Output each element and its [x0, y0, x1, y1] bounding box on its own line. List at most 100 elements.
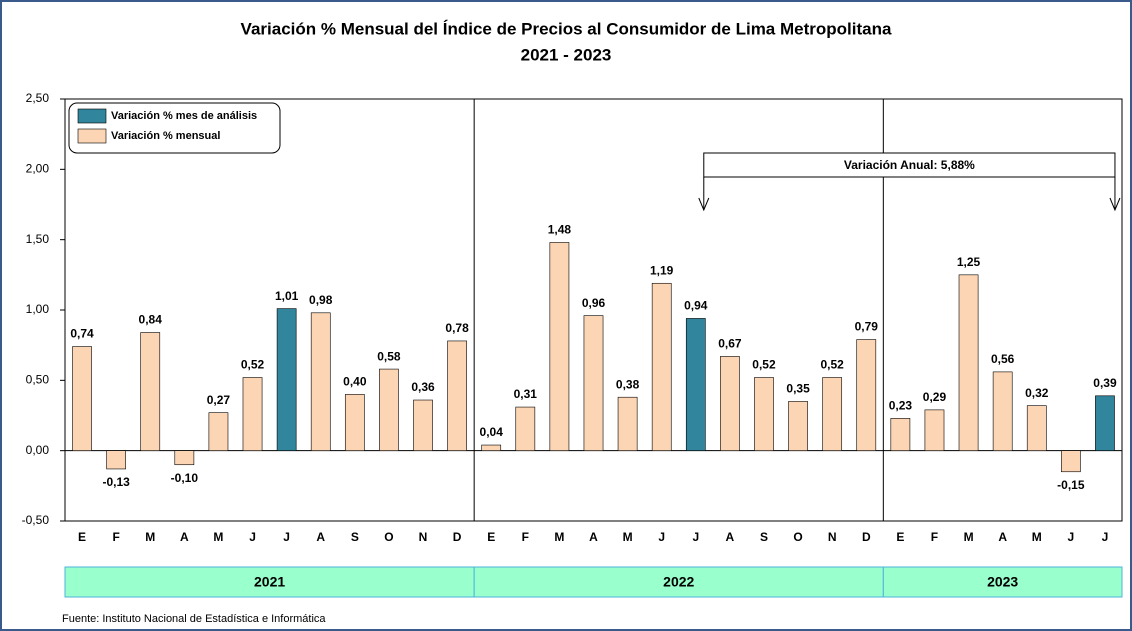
x-tick-label: S: [760, 530, 768, 544]
value-label: 0,52: [820, 358, 844, 372]
chart-subtitle: 2021 - 2023: [521, 45, 612, 64]
bar: [1061, 450, 1081, 473]
annotation-arrowhead: [1109, 197, 1121, 212]
x-tick-label: N: [828, 530, 837, 544]
value-label: 0,74: [70, 327, 94, 341]
x-tick-label: J: [1102, 530, 1109, 544]
value-label: 0,04: [480, 425, 504, 439]
x-tick-label: M: [554, 530, 564, 544]
x-tick-label: O: [793, 530, 802, 544]
value-label: 0,27: [207, 393, 231, 407]
value-label: 1,19: [650, 263, 674, 277]
bar: [310, 312, 331, 451]
bar: [106, 450, 126, 470]
y-tick-label: -0,50: [22, 513, 50, 527]
value-label: 0,78: [445, 321, 469, 335]
value-label: 0,98: [309, 293, 333, 307]
source: Fuente: Instituto Nacional de Estadístic…: [62, 613, 326, 625]
bar: [651, 282, 672, 451]
value-label: 0,36: [411, 380, 435, 394]
value-label: -0,15: [1057, 478, 1085, 492]
value-label: 0,79: [855, 320, 879, 334]
x-tick-label: F: [931, 530, 938, 544]
year-label: 2021: [254, 574, 285, 590]
x-tick-label: E: [896, 530, 904, 544]
x-tick-label: J: [1068, 530, 1075, 544]
y-tick-label: 2,50: [26, 91, 50, 105]
bar: [685, 318, 706, 451]
value-label: -0,13: [102, 475, 130, 489]
x-tick-label: J: [692, 530, 699, 544]
value-label: 0,35: [786, 382, 810, 396]
x-tick-label: M: [145, 530, 155, 544]
value-label: 0,52: [241, 358, 265, 372]
y-tick-label: 2,00: [26, 162, 50, 176]
chart-title: Variación % Mensual del Índice de Precio…: [241, 19, 892, 38]
bar: [754, 377, 774, 451]
x-tick-label: D: [453, 530, 462, 544]
value-label: 0,38: [616, 377, 640, 391]
x-tick-label: M: [213, 530, 223, 544]
year-box: [473, 566, 884, 598]
bar: [72, 346, 92, 451]
bar: [276, 308, 297, 451]
bar: [1026, 405, 1047, 451]
bar: [481, 444, 502, 451]
x-tick-label: J: [249, 530, 256, 544]
x-tick-label: M: [1032, 530, 1042, 544]
legend-label: Variación % mensual: [111, 130, 220, 142]
value-label: 0,67: [718, 337, 742, 351]
x-tick-label: S: [351, 530, 359, 544]
value-label: 1,01: [275, 289, 299, 303]
value-label: 0,84: [139, 313, 163, 327]
value-label: 0,23: [889, 398, 913, 412]
year-box: [64, 566, 475, 598]
value-label: 0,96: [582, 296, 606, 310]
y-tick-label: 0,50: [26, 373, 50, 387]
y-tick-label: 0,00: [26, 443, 50, 457]
bar: [720, 356, 740, 451]
y-tick-label: 1,50: [26, 232, 50, 246]
x-tick-label: A: [726, 530, 735, 544]
x-tick-label: F: [112, 530, 119, 544]
year-label: 2023: [987, 574, 1018, 590]
value-label: 0,31: [514, 387, 538, 401]
bar: [174, 450, 195, 466]
bar: [1095, 395, 1115, 451]
annotation: Variación Anual: 5,88%: [844, 158, 975, 172]
value-label: 0,52: [752, 358, 776, 372]
bar: [617, 396, 638, 451]
bar: [413, 399, 433, 451]
bar: [583, 315, 604, 451]
bar: [788, 401, 808, 451]
x-tick-label: A: [998, 530, 1007, 544]
bar: [549, 242, 570, 451]
legend-box: [68, 102, 281, 154]
annotation-box: [703, 152, 1116, 178]
x-tick-label: O: [384, 530, 393, 544]
value-label: 1,48: [548, 223, 572, 237]
bar: [208, 412, 229, 451]
bar: [242, 377, 263, 451]
value-label: 0,56: [991, 352, 1015, 366]
bar: [447, 340, 467, 451]
year-box: [882, 566, 1123, 598]
year-label: 2022: [663, 574, 694, 590]
value-label: 0,40: [343, 375, 367, 389]
bar: [890, 418, 911, 451]
value-label: 0,58: [377, 349, 401, 363]
bar: [344, 394, 365, 451]
bar: [958, 274, 979, 451]
x-tick-label: E: [487, 530, 495, 544]
value-label: -0,10: [171, 471, 199, 485]
value-label: 0,39: [1093, 376, 1117, 390]
bar: [992, 371, 1013, 451]
bar: [822, 377, 843, 451]
x-tick-label: M: [623, 530, 633, 544]
legend-swatch: [77, 128, 107, 144]
bar: [515, 406, 536, 451]
y-tick-label: 1,00: [26, 302, 50, 316]
bar: [924, 409, 945, 451]
